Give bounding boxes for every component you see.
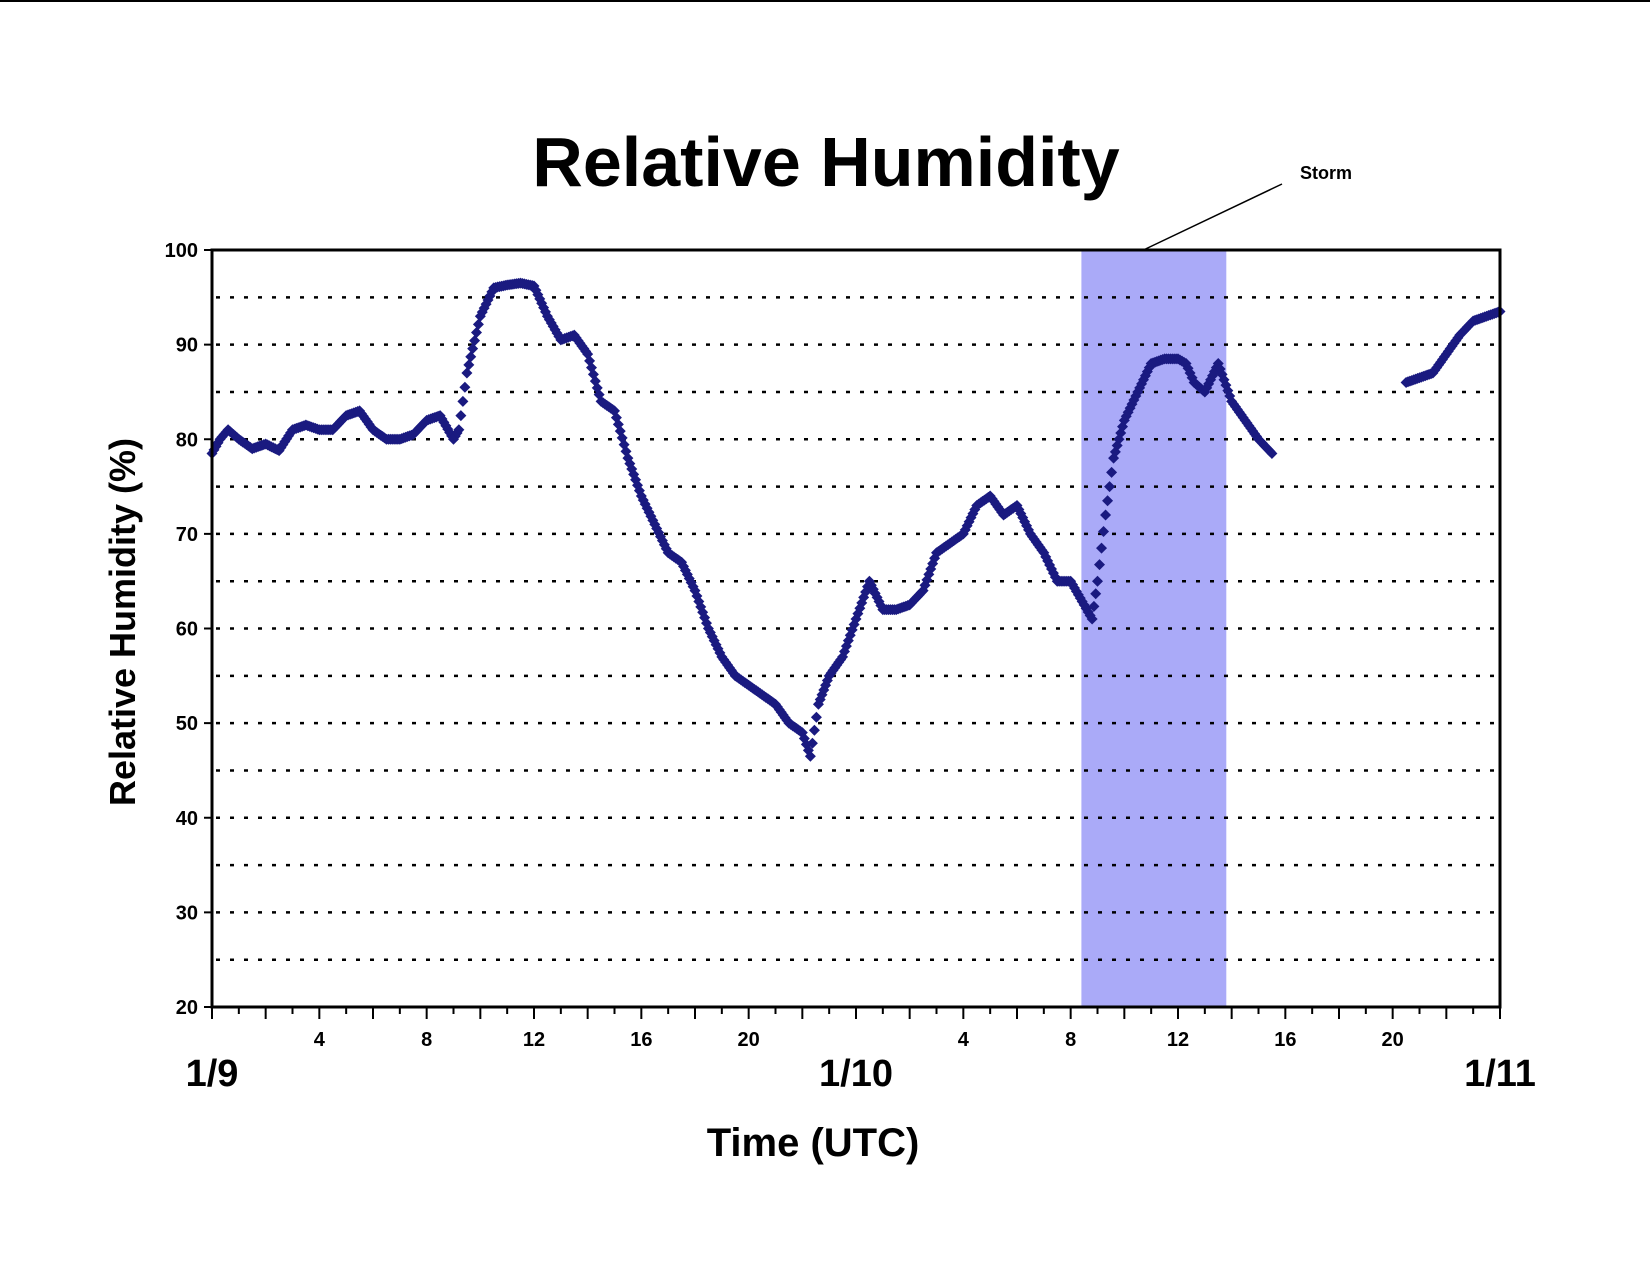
x-tick-label: 4 xyxy=(314,1029,326,1051)
data-points xyxy=(206,277,1506,762)
data-point xyxy=(461,367,473,379)
data-point xyxy=(1088,600,1100,612)
x-tick-label: 12 xyxy=(1167,1029,1189,1051)
data-point xyxy=(1090,588,1102,600)
data-point xyxy=(806,737,818,749)
data-point xyxy=(1102,495,1114,507)
y-tick-label: 90 xyxy=(176,335,198,357)
x-tick-label: 8 xyxy=(421,1029,432,1051)
date-label: 1/9 xyxy=(186,1053,239,1095)
data-point xyxy=(808,724,820,736)
storm-annotation-label: Storm xyxy=(1300,163,1352,183)
x-tick-label: 8 xyxy=(1065,1029,1076,1051)
data-point xyxy=(1086,613,1098,625)
data-point xyxy=(455,410,467,422)
y-axis-label: Relative Humidity (%) xyxy=(102,438,143,806)
data-point xyxy=(804,750,816,762)
y-tick-label: 30 xyxy=(176,902,198,924)
data-point xyxy=(1092,575,1103,587)
y-tick-label: 100 xyxy=(165,240,198,262)
y-tick-label: 40 xyxy=(176,808,198,830)
y-tick-label: 20 xyxy=(176,997,198,1019)
x-tick-label: 12 xyxy=(523,1029,545,1051)
y-tick-label: 60 xyxy=(176,619,198,641)
data-point xyxy=(465,351,477,363)
y-tick-label: 70 xyxy=(176,524,198,546)
date-label: 1/10 xyxy=(819,1053,893,1095)
data-point xyxy=(1104,481,1116,493)
data-point xyxy=(1094,559,1106,571)
x-axis-label: Time (UTC) xyxy=(707,1121,920,1165)
grid-lines xyxy=(216,296,1496,961)
date-label: 1/11 xyxy=(1464,1053,1536,1095)
chart-title: Relative Humidity xyxy=(532,123,1119,201)
data-point xyxy=(472,318,484,330)
y-tick-label: 80 xyxy=(176,429,198,451)
data-point xyxy=(471,326,482,338)
data-point xyxy=(1106,466,1118,478)
data-point xyxy=(1266,447,1278,459)
data-point xyxy=(1096,542,1108,554)
x-tick-label: 20 xyxy=(738,1029,760,1051)
data-point xyxy=(467,343,479,355)
storm-annotation-line xyxy=(1143,183,1283,251)
data-point xyxy=(1015,508,1027,520)
x-tick-label: 4 xyxy=(958,1029,970,1051)
data-point xyxy=(810,711,822,723)
x-tick-label: 16 xyxy=(630,1029,652,1051)
data-point xyxy=(641,502,653,514)
data-point xyxy=(459,381,471,393)
x-tick-label: 16 xyxy=(1274,1029,1296,1051)
y-axis-ticks: 20 30 40 50 60 70 80 90 100 xyxy=(165,240,212,1019)
data-point xyxy=(469,335,481,347)
top-border-line xyxy=(0,0,1650,2)
data-point xyxy=(1098,526,1110,538)
storm-shaded-region xyxy=(1081,250,1227,1007)
data-point xyxy=(463,359,475,371)
data-point xyxy=(457,395,469,407)
data-point xyxy=(1100,509,1112,521)
y-tick-label: 50 xyxy=(176,713,198,735)
data-point xyxy=(453,424,465,436)
x-tick-label: 20 xyxy=(1382,1029,1404,1051)
x-axis-ticks: 4 8 12 16 20 4 8 12 16 20 1/9 1/10 1/11 xyxy=(186,1007,1536,1095)
